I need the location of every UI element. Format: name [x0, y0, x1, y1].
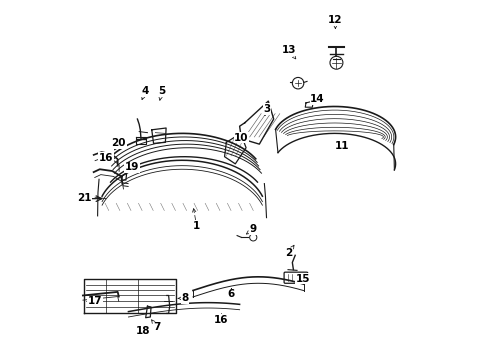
- Text: 16: 16: [98, 153, 113, 163]
- Text: 3: 3: [264, 104, 271, 114]
- Text: 7: 7: [153, 322, 161, 332]
- Text: 12: 12: [328, 15, 343, 26]
- Text: 10: 10: [234, 133, 248, 143]
- Text: 9: 9: [249, 225, 256, 234]
- Text: 8: 8: [181, 293, 188, 303]
- Text: 4: 4: [142, 86, 149, 96]
- Text: 21: 21: [77, 193, 92, 203]
- Text: 14: 14: [310, 94, 325, 104]
- Text: 5: 5: [158, 86, 166, 96]
- Text: 18: 18: [136, 326, 150, 336]
- Text: 15: 15: [296, 274, 310, 284]
- Text: 13: 13: [281, 45, 296, 55]
- Text: 11: 11: [335, 141, 350, 151]
- Text: 16: 16: [213, 315, 228, 325]
- Text: 2: 2: [285, 248, 293, 258]
- Text: 19: 19: [125, 162, 139, 172]
- Text: 17: 17: [88, 296, 102, 306]
- Text: 20: 20: [112, 139, 126, 148]
- Text: 6: 6: [228, 289, 235, 299]
- Text: 1: 1: [193, 221, 200, 231]
